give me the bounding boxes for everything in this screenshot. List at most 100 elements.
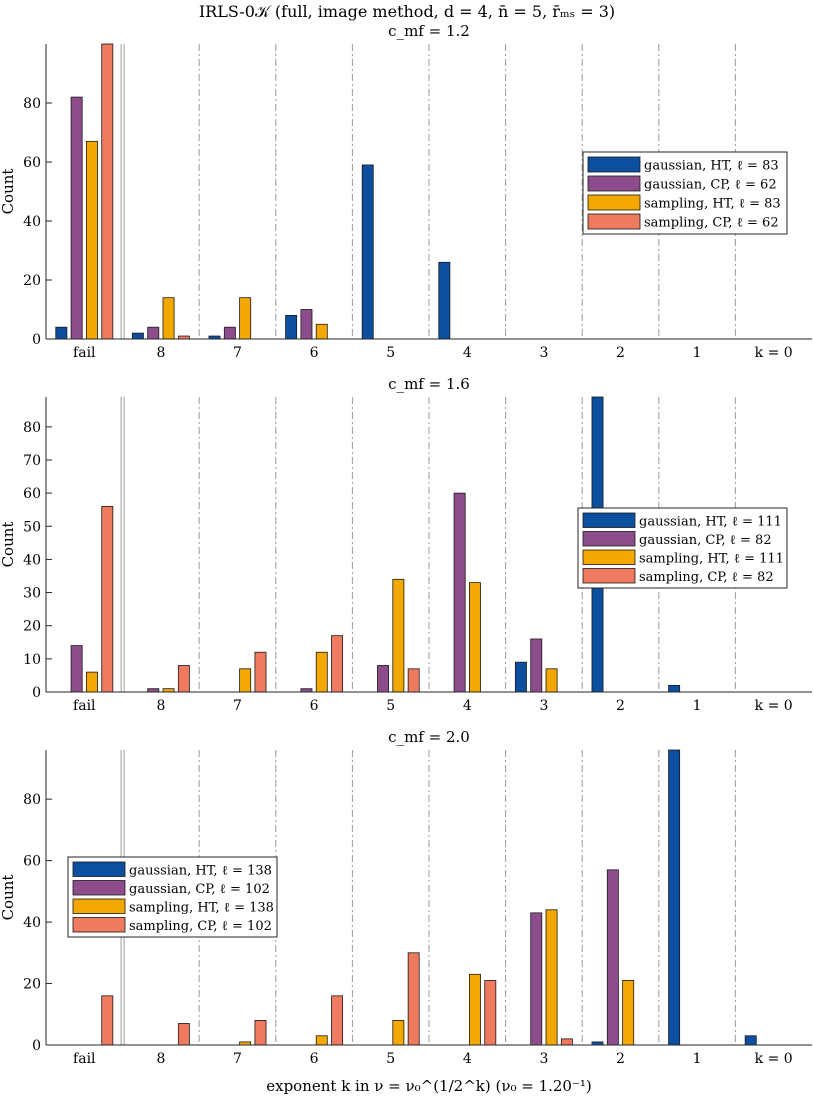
legend-swatch xyxy=(587,194,641,211)
legend-entry: sampling, CP, ℓ = 102 xyxy=(129,919,272,934)
bar-sampling_HT-0 xyxy=(86,671,98,693)
legend-swatch xyxy=(72,880,126,896)
x-tick-label: fail xyxy=(73,698,96,714)
panel-title: c_mf = 2.0 xyxy=(388,728,470,746)
x-tick-label: 7 xyxy=(233,345,242,361)
bar-sampling_HT-3 xyxy=(315,323,328,340)
x-tick-label: 5 xyxy=(386,698,395,714)
x-tick-label: 1 xyxy=(693,698,702,714)
legend-entry: gaussian, HT, ℓ = 138 xyxy=(129,863,272,878)
chart-panel-1: c_mf = 1.2 0 20 40 60 80 fail 8 7 6 5 4 3 2 1 k = 0 Coun… xyxy=(0,22,812,361)
bar-sampling_HT-4 xyxy=(392,578,405,693)
bar-gaussian_HT-8 xyxy=(668,684,681,693)
bar-gaussian_HT-6 xyxy=(514,661,527,693)
x-axis-label: exponent k in ν = ν₀^(1/2^k) (ν₀ = 1.20⁻… xyxy=(266,1077,592,1095)
bar-sampling_CP-1 xyxy=(177,665,190,693)
bar-sampling_HT-4 xyxy=(392,1020,405,1046)
bar-gaussian_HT-3 xyxy=(285,314,298,340)
legend: gaussian, HT, ℓ = 138 gaussian, CP, ℓ = 1… xyxy=(67,856,278,938)
x-tick-label: 8 xyxy=(156,345,165,361)
x-tick-label: fail xyxy=(73,1051,96,1067)
panel-title: c_mf = 1.6 xyxy=(388,375,470,393)
x-tick-label: 4 xyxy=(463,1051,472,1067)
bar-sampling_CP-5 xyxy=(484,980,497,1046)
bar-sampling_HT-6 xyxy=(545,668,558,693)
bar-sampling_HT-0 xyxy=(86,140,98,340)
bar-sampling_CP-0 xyxy=(101,43,114,340)
x-tick-label: fail xyxy=(73,345,96,361)
bar-sampling_CP-1 xyxy=(177,1023,190,1046)
y-tick-label: 70 xyxy=(23,453,41,469)
chart-panel-3: c_mf = 2.0 0 20 40 60 80 fail 8 7 6 5 4 3 2 1 k = 0 Coun… xyxy=(0,728,812,1095)
x-tick-label: 6 xyxy=(310,1051,319,1067)
legend-swatch xyxy=(582,531,636,547)
x-tick-label: 6 xyxy=(310,345,319,361)
legend: gaussian, HT, ℓ = 83 gaussian, CP, ℓ = 62… xyxy=(582,151,788,235)
y-tick-label: 0 xyxy=(32,685,41,701)
x-tick-label: 5 xyxy=(386,1051,395,1067)
x-tick-label: 7 xyxy=(233,698,242,714)
x-tick-label: 2 xyxy=(616,698,625,714)
y-tick-label: 80 xyxy=(23,792,41,808)
legend-swatch xyxy=(582,568,636,584)
legend-swatch xyxy=(72,861,126,877)
bar-sampling_CP-3 xyxy=(331,635,344,693)
legend-swatch xyxy=(587,175,641,192)
bar-sampling_HT-3 xyxy=(315,1035,328,1046)
x-tick-label: 5 xyxy=(386,345,395,361)
bar-sampling_HT-7 xyxy=(622,980,635,1046)
legend-entry: gaussian, HT, ℓ = 83 xyxy=(644,159,779,174)
bar-sampling_CP-4 xyxy=(407,952,420,1046)
bar-gaussian_CP-6 xyxy=(530,638,543,693)
bar-gaussian_CP-6 xyxy=(530,912,543,1046)
x-tick-label: 8 xyxy=(156,1051,165,1067)
bar-gaussian_HT-8 xyxy=(668,749,681,1046)
y-tick-label: 60 xyxy=(23,155,41,171)
legend-entry: sampling, CP, ℓ = 62 xyxy=(644,216,779,231)
x-tick-label: 1 xyxy=(693,1051,702,1067)
y-tick-label: 0 xyxy=(32,332,41,348)
bar-gaussian_HT-1 xyxy=(131,332,144,340)
panel-title: c_mf = 1.2 xyxy=(388,22,470,40)
bar-gaussian_HT-4 xyxy=(361,164,374,340)
x-tick-label: 4 xyxy=(463,345,472,361)
y-tick-label: 20 xyxy=(23,977,41,993)
y-tick-label: 50 xyxy=(23,519,41,535)
x-tick-label: 8 xyxy=(156,698,165,714)
legend-swatch xyxy=(587,213,641,230)
x-tick-label: 2 xyxy=(616,345,625,361)
figure-title: IRLS-0𝒦 (full, image method, d = 4, n̄ =… xyxy=(198,2,616,21)
y-tick-label: 0 xyxy=(32,1038,41,1054)
y-tick-label: 60 xyxy=(23,486,41,502)
x-tick-label: 6 xyxy=(310,698,319,714)
bar-sampling_CP-6 xyxy=(560,1038,573,1046)
x-tick-label: k = 0 xyxy=(755,1051,793,1067)
bar-sampling_CP-0 xyxy=(101,505,114,693)
y-tick-label: 30 xyxy=(23,586,41,602)
bar-gaussian_CP-1 xyxy=(147,326,160,340)
legend-entry: sampling, HT, ℓ = 138 xyxy=(129,900,274,915)
y-axis-label: Count xyxy=(0,169,17,215)
bar-sampling_HT-2 xyxy=(239,297,252,340)
y-tick-label: 40 xyxy=(23,915,41,931)
legend-entry: sampling, HT, ℓ = 111 xyxy=(639,551,784,566)
x-tick-label: 3 xyxy=(539,345,548,361)
bar-sampling_HT-5 xyxy=(469,973,481,1046)
bar-gaussian_CP-3 xyxy=(300,309,313,340)
bar-gaussian_HT-5 xyxy=(438,261,451,340)
bar-gaussian_CP-5 xyxy=(453,492,466,693)
legend-entry: gaussian, CP, ℓ = 62 xyxy=(644,178,777,193)
bar-sampling_HT-3 xyxy=(315,651,328,693)
y-tick-label: 60 xyxy=(23,854,41,870)
y-axis-label: Count xyxy=(0,875,17,921)
legend-entry: gaussian, CP, ℓ = 102 xyxy=(129,882,270,897)
bar-sampling_HT-5 xyxy=(469,582,481,693)
legend-entry: gaussian, CP, ℓ = 82 xyxy=(639,533,772,548)
y-tick-label: 40 xyxy=(23,552,41,568)
bar-sampling_CP-0 xyxy=(101,995,114,1046)
legend-entry: sampling, CP, ℓ = 82 xyxy=(639,570,774,585)
y-tick-label: 40 xyxy=(23,214,41,230)
bar-gaussian_CP-2 xyxy=(223,326,236,340)
bar-gaussian_HT-9 xyxy=(744,1035,757,1046)
bar-gaussian_CP-0 xyxy=(70,96,83,340)
